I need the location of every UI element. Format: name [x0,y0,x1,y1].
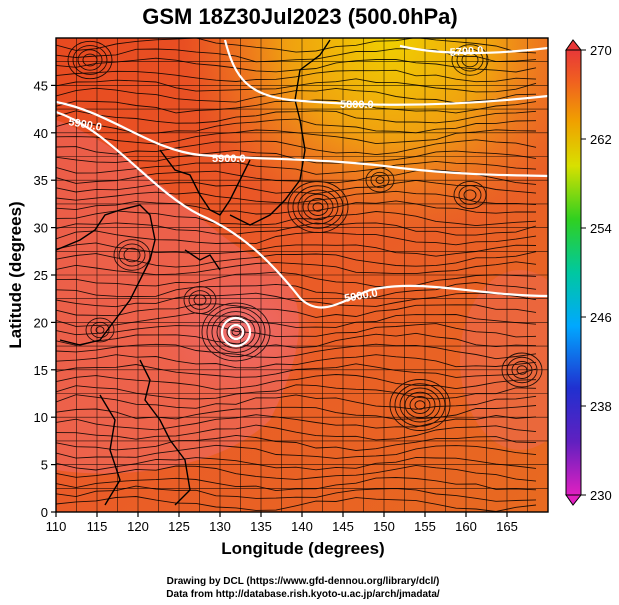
x-tick-label: 140 [291,519,313,534]
x-tick-label: 165 [496,519,518,534]
y-tick-label: 25 [34,268,48,283]
contour-label: 5900.0 [67,116,102,134]
x-tick-label: 115 [87,519,108,534]
y-axis-title: Latitude (degrees) [6,201,25,348]
colorbar-tick-label: 238 [590,399,612,414]
height-contours [56,39,548,348]
x-tick-label: 160 [455,519,477,534]
x-tick-label: 150 [373,519,395,534]
contour-label: 5700.0 [449,45,483,59]
y-tick-label: 30 [34,221,48,236]
x-tick-label: 110 [46,519,67,534]
map-title: GSM 18Z30Jul2023 (500.0hPa) [142,4,458,29]
x-tick-label: 135 [250,519,272,534]
colorbar-tick-label: 270 [590,43,612,58]
contour-label: 5800.0 [340,99,374,111]
x-tick-label: 145 [332,519,354,534]
y-tick-label: 45 [34,78,48,93]
colorbar-tick-label: 230 [590,488,612,503]
x-tick-label: 130 [209,519,231,534]
y-tick-label: 40 [34,126,48,141]
footer-credit-drawing: Drawing by DCL (https://www.gfd-dennou.o… [167,576,440,587]
footer-credit-data: Data from http://database.rish.kyoto-u.a… [166,589,440,600]
colorbar: 230 238 246 254 262 270 [565,39,612,506]
x-tick-label: 125 [168,519,190,534]
contour-label: 5900.0 [212,153,246,165]
x-axis-title: Longitude (degrees) [221,539,384,558]
y-tick-label: 35 [34,173,48,188]
coastline-outline [56,39,331,506]
y-tick-label: 20 [34,315,48,330]
y-tick-label: 15 [34,363,48,378]
colorbar-tick-label: 254 [590,221,612,236]
x-tick-label: 120 [127,519,149,534]
y-tick-label: 10 [34,410,48,425]
contour-label: 5900.0 [343,287,378,305]
colorbar-tick-label: 246 [590,310,612,325]
x-tick-label: 155 [414,519,436,534]
y-tick-label: 5 [41,458,48,473]
map-plot-area: 5900.0 5900.0 5800.0 5700.0 5900.0 [56,38,548,512]
colorbar-tick-label: 262 [590,132,612,147]
y-tick-label: 0 [41,505,48,520]
